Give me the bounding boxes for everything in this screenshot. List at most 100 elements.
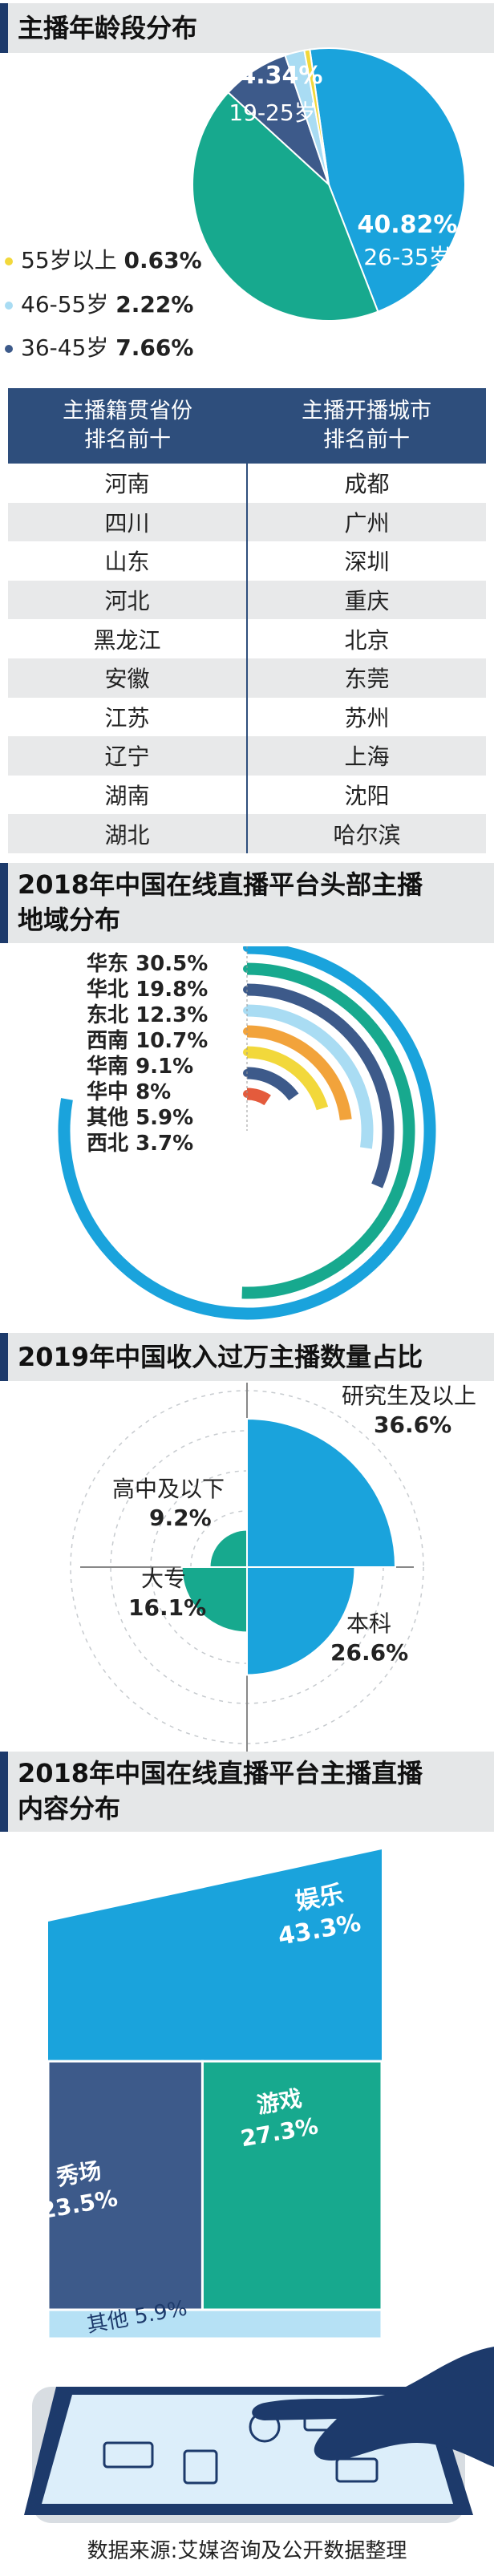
region-label-xibei: 西北 3.7%	[87, 1132, 193, 1156]
table-row: 安徽 东莞	[8, 658, 486, 698]
income-value-graduate: 36.6%	[374, 1412, 451, 1439]
region-label-dongbei: 东北 12.3%	[87, 1003, 208, 1027]
legend-dot	[5, 345, 13, 353]
title-accent	[0, 863, 8, 943]
region-name: 华东	[87, 952, 129, 976]
age-legend-55plus: 55岁以上 0.63%	[5, 248, 202, 273]
treemap-other	[47, 2308, 383, 2340]
table-row: 山东 深圳	[8, 541, 486, 581]
region-bar-dot	[243, 1090, 251, 1098]
income-value: 26.6%	[330, 1639, 409, 1666]
ranking-table: 主播籍贯省份 排名前十 主播开播城市 排名前十 河南 成都 四川 广州 山东 深圳 河北重…	[8, 388, 486, 853]
slice-19-25	[309, 47, 466, 313]
ranking-header-left: 主播籍贯省份 排名前十	[8, 388, 247, 464]
region-value: 8%	[136, 1080, 172, 1104]
treemap-showroom	[47, 2060, 204, 2311]
title-accent	[0, 3, 8, 53]
province-cell: 江苏	[8, 697, 248, 737]
ranking-header-right: 主播开播城市 排名前十	[247, 388, 486, 464]
region-name: 华北	[87, 978, 129, 1002]
province-cell: 黑龙江	[8, 619, 248, 658]
city-cell: 北京	[344, 626, 390, 654]
income-label-graduate: 研究生及以上	[342, 1383, 476, 1410]
region-value: 12.3%	[136, 1003, 209, 1027]
region-value: 30.5%	[136, 952, 209, 976]
header-line: 排名前十	[323, 427, 410, 452]
age-title: 主播年龄段分布	[18, 13, 198, 43]
province-cell: 安徽	[8, 658, 248, 698]
region-bar-1	[241, 962, 415, 1299]
province-cell: 湖南	[8, 775, 248, 815]
province-cell: 辽宁	[8, 736, 248, 776]
header-line: 主播开播城市	[302, 399, 431, 423]
screen-icon	[335, 2457, 379, 2483]
region-value: 19.8%	[136, 978, 209, 1002]
region-bar-dot	[243, 965, 251, 973]
region-bar-2	[246, 983, 395, 1189]
city-cell: 苏州	[344, 704, 390, 731]
treemap-game	[200, 2060, 383, 2311]
region-bar-3	[246, 1004, 374, 1149]
region-name: 其他	[87, 1106, 129, 1130]
region-label-xinan: 西南 10.7%	[87, 1029, 208, 1053]
region-value: 3.7%	[136, 1132, 194, 1156]
region-bar-5	[246, 1046, 329, 1111]
income-value-bachelor: 26.6%	[330, 1639, 408, 1667]
age-legend-36-45: 36-45岁 7.66%	[5, 335, 193, 361]
income-rose-chart	[70, 1383, 424, 1752]
province-cell: 河南	[8, 464, 248, 503]
table-row: 黑龙江 北京	[8, 619, 486, 658]
legend-dot	[5, 302, 13, 310]
city-cell: 广州	[247, 502, 486, 542]
region-label-other: 其他 5.9%	[87, 1106, 193, 1130]
table-row: 江苏 苏州	[8, 697, 486, 737]
table-row: 湖南 沈阳	[8, 775, 486, 815]
table-row: 辽宁 上海	[8, 736, 486, 776]
content-title-bar: 2018年中国在线直播平台主播直播 内容分布	[0, 1752, 494, 1832]
province-cell: 河北	[8, 580, 248, 620]
region-value: 5.9%	[136, 1106, 194, 1130]
city-cell: 重庆	[247, 580, 486, 620]
income-title-bar: 2019年中国收入过万主播数量占比	[0, 1333, 494, 1381]
table-row: 四川 广州	[8, 502, 486, 542]
region-value: 9.1%	[136, 1055, 194, 1079]
region-label-huabei: 华北 19.8%	[87, 978, 208, 1002]
header-line: 排名前十	[84, 427, 171, 452]
legend-value: 7.66%	[115, 334, 194, 361]
label-26-35-name: 26-35岁	[363, 244, 451, 270]
treemap-entertainment	[48, 1849, 382, 2062]
content-title-line1: 2018年中国在线直播平台主播直播	[18, 1758, 423, 1788]
income-value-highschool: 9.2%	[149, 1505, 212, 1532]
legend-value: 0.63%	[124, 247, 202, 273]
region-label-huadong: 华东 30.5%	[87, 952, 208, 976]
legend-label: 55岁以上	[21, 247, 117, 273]
region-value: 10.7%	[136, 1029, 209, 1053]
slice-55-plus	[303, 48, 330, 185]
title-accent	[0, 1752, 8, 1832]
rose-graduate	[246, 1417, 397, 1568]
income-value: 16.1%	[128, 1594, 207, 1621]
legend-value: 2.22%	[115, 291, 194, 318]
income-name: 高中及以下	[112, 1476, 225, 1502]
region-bar-0	[58, 946, 436, 1320]
content-title-line2: 内容分布	[18, 1793, 121, 1824]
income-label-college: 大专	[141, 1565, 186, 1593]
table-row: 湖北 哈尔滨	[8, 814, 486, 853]
age-pie-chart: 44.34% 19-25岁 40.82% 26-35岁	[192, 47, 466, 322]
income-value: 36.6%	[374, 1412, 452, 1438]
income-label-bachelor: 本科	[346, 1610, 391, 1638]
title-accent	[0, 1333, 8, 1381]
region-name: 华中	[87, 1080, 129, 1104]
rose-bachelor	[246, 1566, 356, 1676]
region-name: 西北	[87, 1132, 129, 1156]
city-cell: 东莞	[247, 658, 486, 698]
screen-icon	[103, 2441, 154, 2469]
income-name: 本科	[346, 1610, 392, 1637]
table-row: 河南 成都	[8, 464, 486, 503]
label-19-25-value: 44.34%	[223, 62, 323, 90]
region-title-line2: 地域分布	[18, 905, 121, 935]
region-bar-dot	[243, 1027, 251, 1035]
region-label-huazhong: 华中 8%	[87, 1080, 171, 1104]
province-cell: 山东	[8, 541, 248, 581]
